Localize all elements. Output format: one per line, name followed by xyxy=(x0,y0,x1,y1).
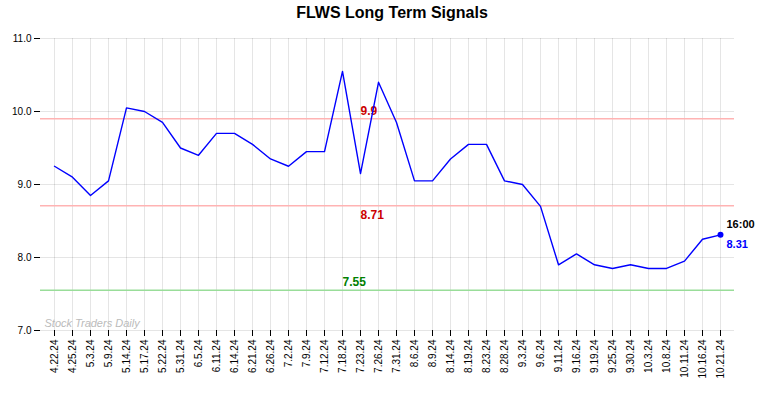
svg-text:8.6.24: 8.6.24 xyxy=(409,339,420,367)
svg-text:9.19.24: 9.19.24 xyxy=(589,339,600,373)
svg-text:10.21.24: 10.21.24 xyxy=(715,339,726,378)
svg-text:8.31: 8.31 xyxy=(727,238,748,250)
svg-text:10.8.24: 10.8.24 xyxy=(661,339,672,373)
svg-text:Stock Traders Daily: Stock Traders Daily xyxy=(45,317,142,329)
svg-text:7.0: 7.0 xyxy=(18,325,32,336)
svg-text:9.30.24: 9.30.24 xyxy=(625,339,636,373)
svg-text:8.28.24: 8.28.24 xyxy=(499,339,510,373)
svg-text:9.11.24: 9.11.24 xyxy=(553,339,564,372)
svg-text:7.2.24: 7.2.24 xyxy=(283,339,294,367)
svg-text:7.31.24: 7.31.24 xyxy=(391,339,402,373)
svg-text:9.3.24: 9.3.24 xyxy=(517,339,528,367)
svg-text:10.3.24: 10.3.24 xyxy=(643,339,654,373)
svg-text:7.23.24: 7.23.24 xyxy=(355,339,366,373)
svg-text:10.11.24: 10.11.24 xyxy=(679,339,690,378)
svg-text:9.16.24: 9.16.24 xyxy=(571,339,582,373)
svg-text:7.12.24: 7.12.24 xyxy=(319,339,330,373)
svg-text:11.0: 11.0 xyxy=(13,33,32,44)
svg-text:4.22.24: 4.22.24 xyxy=(49,339,60,373)
svg-text:8.23.24: 8.23.24 xyxy=(481,339,492,373)
svg-text:5.17.24: 5.17.24 xyxy=(139,339,150,373)
svg-text:7.55: 7.55 xyxy=(343,275,367,289)
svg-text:9.6.24: 9.6.24 xyxy=(535,339,546,367)
svg-text:4.25.24: 4.25.24 xyxy=(67,339,78,373)
svg-text:7.9.24: 7.9.24 xyxy=(301,339,312,367)
svg-text:8.0: 8.0 xyxy=(18,252,32,263)
svg-text:10.16.24: 10.16.24 xyxy=(697,339,708,378)
svg-text:8.19.24: 8.19.24 xyxy=(463,339,474,373)
svg-text:5.31.24: 5.31.24 xyxy=(175,339,186,373)
svg-text:6.26.24: 6.26.24 xyxy=(265,339,276,373)
svg-text:5.14.24: 5.14.24 xyxy=(121,339,132,373)
html-text:FLWS Long Term Signals: FLWS Long Term Signals xyxy=(296,4,488,21)
svg-text:8.71: 8.71 xyxy=(361,208,385,222)
svg-text:6.21.24: 6.21.24 xyxy=(247,339,258,373)
svg-text:9.25.24: 9.25.24 xyxy=(607,339,618,373)
svg-text:10.0: 10.0 xyxy=(12,106,32,117)
svg-text:6.11.24: 6.11.24 xyxy=(211,339,222,372)
svg-text:8.14.24: 8.14.24 xyxy=(445,339,456,373)
svg-text:5.9.24: 5.9.24 xyxy=(103,339,114,367)
svg-text:8.9.24: 8.9.24 xyxy=(427,339,438,367)
svg-text:6.5.24: 6.5.24 xyxy=(193,339,204,367)
svg-text:6.14.24: 6.14.24 xyxy=(229,339,240,373)
svg-text:16:00: 16:00 xyxy=(727,218,755,230)
svg-text:5.22.24: 5.22.24 xyxy=(157,339,168,373)
svg-text:7.26.24: 7.26.24 xyxy=(373,339,384,373)
svg-text:9.9: 9.9 xyxy=(361,104,378,118)
svg-text:9.0: 9.0 xyxy=(18,179,32,190)
svg-text:5.3.24: 5.3.24 xyxy=(85,339,96,367)
svg-text:7.18.24: 7.18.24 xyxy=(337,339,348,373)
